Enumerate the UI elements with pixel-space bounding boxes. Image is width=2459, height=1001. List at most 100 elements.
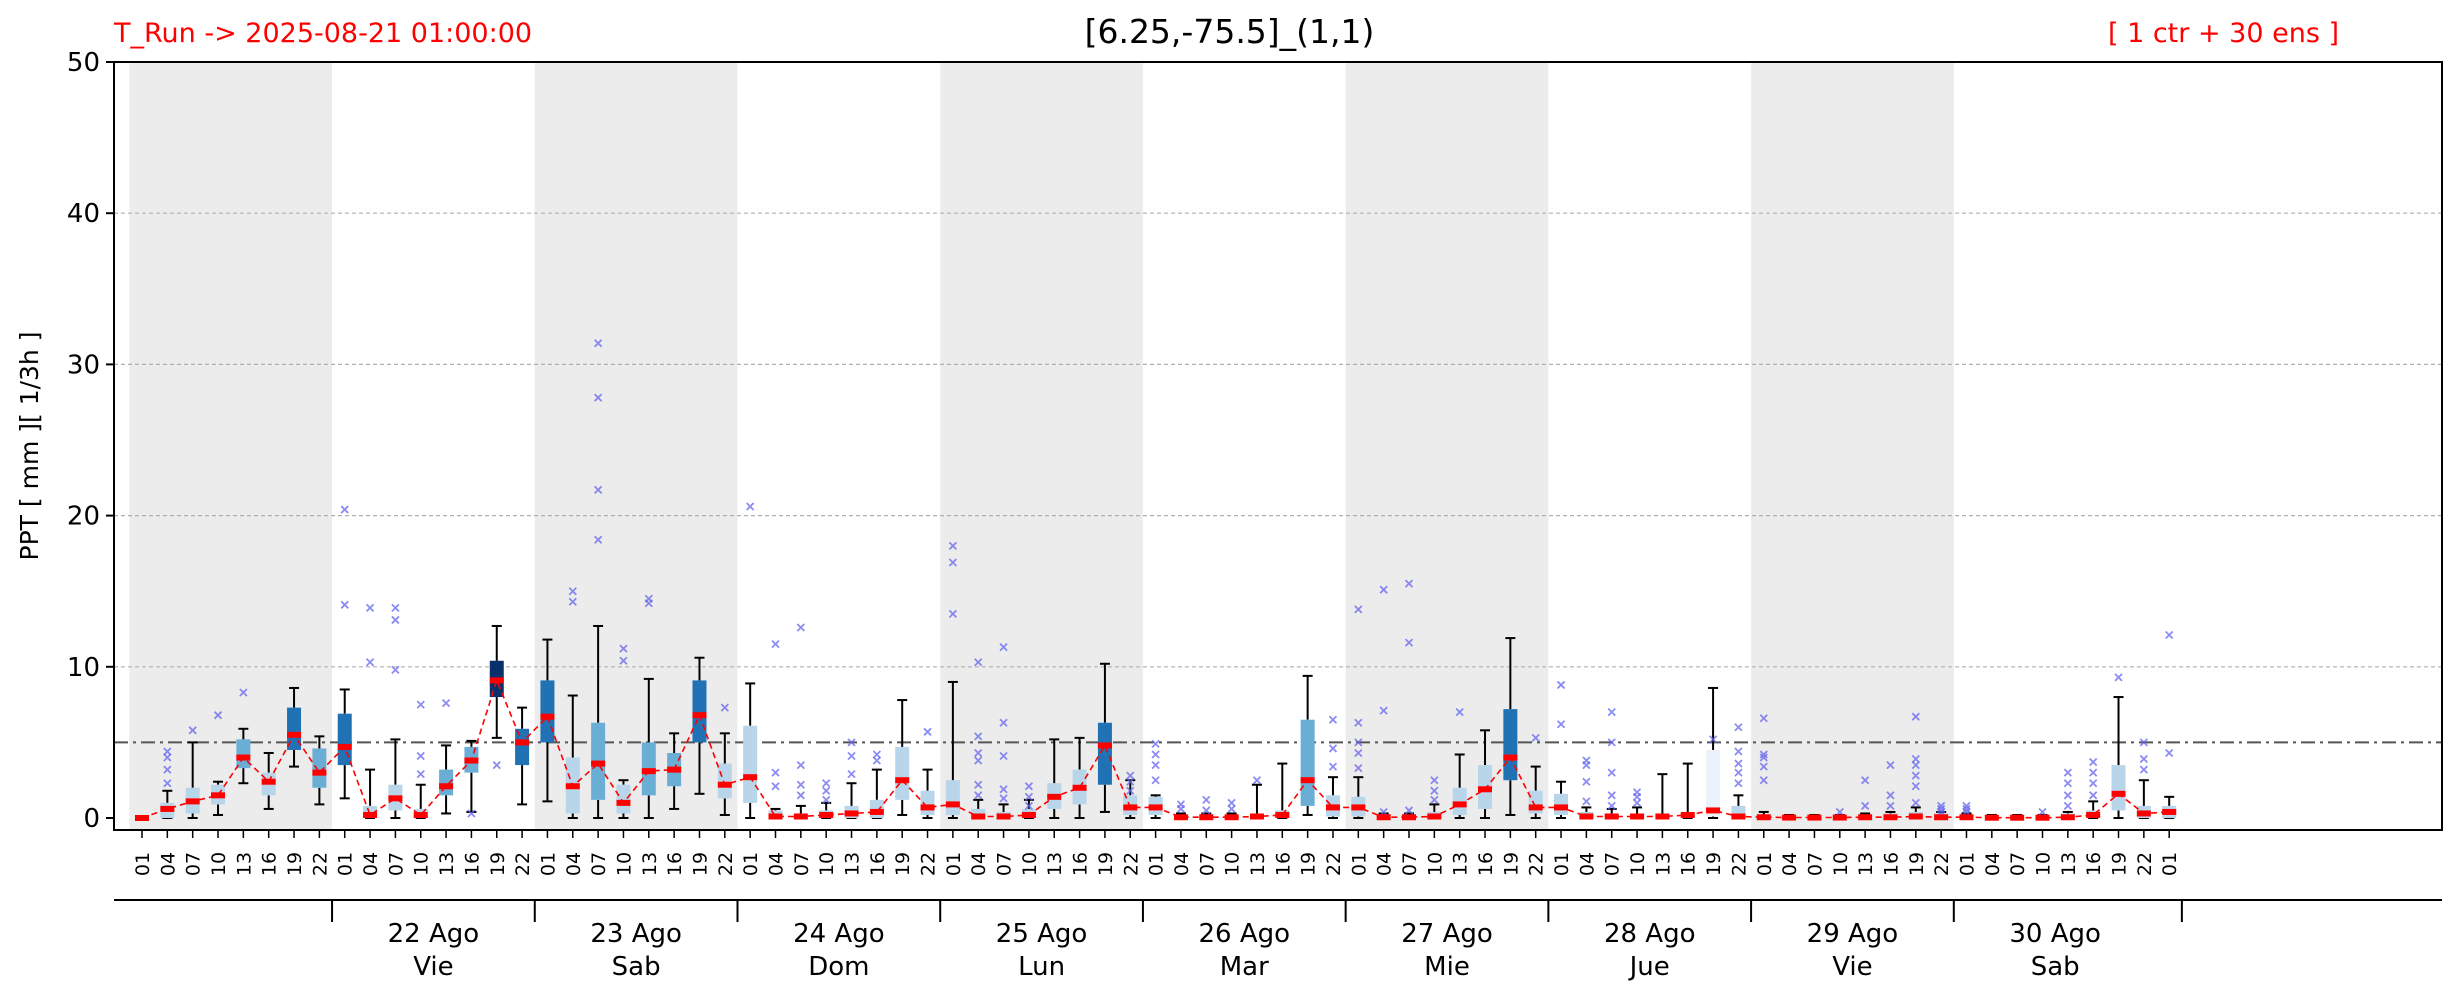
x-tick-label: 04 — [1779, 852, 1801, 876]
median-mark — [1731, 813, 1746, 820]
median-mark — [135, 815, 149, 821]
median-mark — [996, 813, 1011, 820]
outlier-point — [746, 502, 755, 511]
median-mark — [1984, 814, 1999, 821]
outlier-point — [1455, 708, 1464, 717]
outlier-point — [2165, 748, 2174, 758]
outlier-point — [1354, 718, 1363, 727]
outlier-point — [974, 780, 983, 789]
median-mark — [2035, 814, 2050, 821]
outlier-point — [2139, 738, 2148, 747]
median-mark — [1554, 804, 1569, 811]
outlier-point — [492, 760, 501, 770]
outlier-point — [796, 780, 805, 789]
median-mark — [211, 792, 226, 799]
outlier-point — [1937, 804, 1946, 814]
x-tick-label: 10 — [1830, 852, 1852, 876]
x-tick-label: 19 — [689, 852, 711, 876]
x-tick-label: 01 — [537, 852, 559, 876]
day-weekday-label: Vie — [413, 952, 453, 982]
x-tick-label: 07 — [1196, 852, 1218, 876]
median-mark — [1908, 813, 1923, 820]
outlier-point — [822, 786, 831, 795]
x-tick-label: 19 — [487, 852, 509, 876]
median-mark — [1427, 813, 1442, 820]
median-mark — [667, 766, 682, 773]
outlier-point — [872, 756, 881, 765]
x-tick-label: 13 — [2058, 852, 2080, 876]
median-mark — [1604, 813, 1619, 820]
day-weekday-label: Sab — [612, 952, 661, 982]
median-mark — [312, 769, 327, 776]
outlier-point — [2089, 791, 2098, 800]
outlier-point — [1430, 795, 1439, 804]
x-tick-label: 13 — [1450, 852, 1472, 876]
x-tick-label: 10 — [1424, 852, 1446, 876]
x-tick-label: 01 — [1754, 852, 1776, 876]
day-weekday-label: Dom — [808, 952, 869, 982]
x-tick-label: 07 — [385, 852, 407, 876]
x-tick-label: 22 — [1728, 852, 1750, 876]
outlier-point — [1607, 768, 1616, 777]
outlier-point — [1582, 756, 1591, 765]
outlier-point — [1607, 738, 1616, 747]
x-tick-label: 22 — [512, 852, 534, 876]
outlier-point — [1911, 771, 1920, 780]
outlier-point — [2139, 754, 2148, 764]
median-mark — [768, 813, 783, 820]
day-weekday-label: Lun — [1018, 952, 1065, 982]
x-tick-label: 04 — [968, 852, 990, 876]
median-mark — [261, 778, 276, 785]
outlier-point — [619, 656, 628, 665]
box — [287, 707, 302, 750]
x-tick-label: 07 — [791, 852, 813, 876]
x-tick-label: 04 — [157, 852, 179, 876]
outlier-point — [1582, 797, 1591, 806]
outlier-point — [974, 658, 983, 667]
median-mark — [895, 777, 910, 784]
box — [1706, 749, 1721, 817]
outlier-point — [1835, 807, 1844, 817]
box — [439, 769, 454, 796]
x-tick-label: 22 — [918, 852, 940, 876]
outlier-point — [163, 779, 172, 788]
outlier-point — [1911, 754, 1920, 764]
box — [236, 739, 251, 769]
outlier-point — [213, 711, 223, 720]
y-tick-label: 40 — [67, 199, 100, 229]
median-mark — [337, 743, 352, 750]
day-date-label: 27 Ago — [1401, 919, 1493, 949]
median-mark — [185, 798, 200, 805]
outlier-point — [1860, 776, 1870, 785]
x-tick-label: 16 — [867, 852, 889, 876]
outlier-point — [1531, 733, 1540, 743]
median-mark — [869, 808, 884, 815]
outlier-point — [188, 726, 197, 735]
median-mark — [439, 783, 454, 790]
median-mark — [945, 801, 960, 808]
median-mark — [591, 760, 606, 767]
outlier-point — [365, 658, 375, 667]
outlier-point — [1937, 801, 1946, 811]
x-tick-label: 04 — [766, 852, 788, 876]
median-mark — [1047, 793, 1062, 800]
box — [540, 680, 555, 743]
outlier-point — [1151, 739, 1160, 749]
x-tick-label: 13 — [639, 852, 661, 876]
outlier-point — [2089, 757, 2098, 767]
outlier-point — [1734, 747, 1743, 756]
x-tick-label: 16 — [1880, 852, 1902, 876]
x-tick-label: 01 — [132, 852, 154, 876]
outlier-point — [720, 703, 729, 712]
median-mark — [2086, 811, 2101, 818]
x-tick-label: 01 — [1348, 852, 1370, 876]
outlier-point — [163, 765, 172, 774]
x-tick-label: 01 — [943, 852, 965, 876]
median-mark — [1934, 814, 1949, 821]
plot-frame — [113, 61, 2443, 831]
median-mark — [616, 799, 631, 806]
x-tick-label: 07 — [1804, 852, 1826, 876]
outlier-point — [416, 751, 425, 761]
median-mark — [1148, 804, 1163, 811]
